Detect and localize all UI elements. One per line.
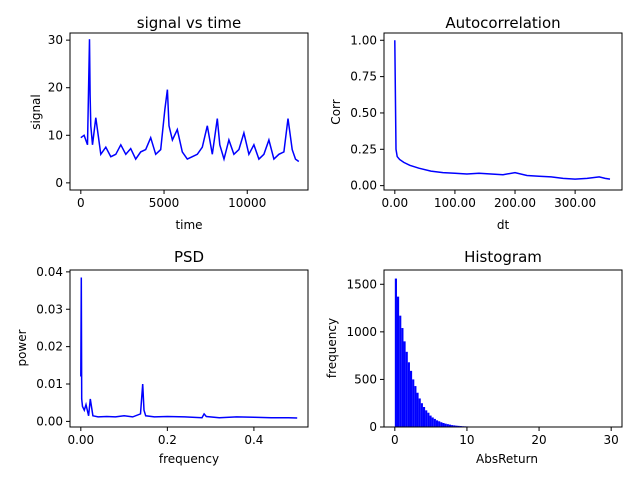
histogram-bar [418, 398, 421, 427]
histogram-bar [399, 315, 402, 427]
signal-ytick-label: 20 [48, 81, 63, 95]
panel-psd: PSD frequency power 0.00 0.2 0.4 0.00 0.01 0.… [15, 248, 309, 466]
autocorr-ytick-label: 0.25 [350, 142, 377, 156]
signal-xtick-label: 10000 [228, 196, 266, 210]
panel-psd-xlabel: frequency [159, 452, 219, 466]
autocorr-ytick-label: 1.00 [350, 33, 377, 47]
psd-xtick-label: 0.00 [67, 433, 94, 447]
autocorr-ytick-label: 0.75 [350, 70, 377, 84]
psd-ytick-label: 0.01 [36, 377, 63, 391]
panel-autocorrelation-title: Autocorrelation [445, 14, 560, 32]
panel-signal-xlabel: time [175, 218, 202, 232]
histogram-bar [433, 418, 436, 427]
panel-signal-ylabel: signal [29, 94, 43, 130]
histogram-ytick-label: 500 [354, 372, 377, 386]
histogram-bar [440, 422, 443, 427]
histogram-bar [435, 420, 439, 427]
psd-ytick-label: 0.03 [36, 302, 63, 316]
histogram-bar [405, 351, 408, 427]
histogram-bar [396, 296, 400, 427]
histogram-xtick-label: 30 [604, 433, 619, 447]
histogram-ytick-label: 0 [369, 420, 377, 434]
panel-signal-title: signal vs time [137, 14, 242, 32]
histogram-bar [403, 341, 406, 427]
panel-autocorrelation: Autocorrelation dt Corr 0.00 100.00 200.00… [329, 14, 623, 232]
histogram-bar [451, 425, 454, 427]
panel-autocorrelation-ylabel: Corr [329, 99, 343, 124]
panel-histogram: Histogram AbsReturn frequency 0 10 20 30 0 50… [325, 248, 623, 466]
histogram-bar [401, 328, 404, 427]
histogram-bar [412, 379, 415, 427]
signal-series-line-0 [80, 39, 300, 163]
histogram-bar [431, 417, 434, 427]
histogram-bar [425, 410, 428, 427]
psd-xtick-label: 0.2 [158, 433, 177, 447]
signal-xtick-label: 0 [77, 196, 85, 210]
histogram-xtick-label: 0 [391, 433, 399, 447]
histogram-xtick-label: 20 [531, 433, 546, 447]
autocorr-axes-frame [383, 32, 623, 191]
histogram-bar [414, 386, 417, 427]
autocorr-xtick-label: 200.00 [494, 196, 536, 210]
autocorr-xtick-label: 0.00 [381, 196, 408, 210]
signal-axes-frame [69, 32, 309, 191]
autocorr-xtick-label: 300.00 [554, 196, 596, 210]
histogram-bar [394, 278, 397, 427]
psd-ytick-label: 0.02 [36, 340, 63, 354]
histogram-bar [442, 423, 445, 427]
autocorr-ytick-label: 0.50 [350, 106, 377, 120]
autocorr-series-line-0 [394, 40, 611, 180]
histogram-bar [409, 370, 413, 427]
signal-ytick-label: 0 [55, 176, 63, 190]
panel-histogram-xlabel: AbsReturn [476, 452, 538, 466]
histogram-xtick-label: 10 [459, 433, 474, 447]
histogram-bar [416, 392, 419, 427]
histogram-bar [429, 415, 432, 427]
histogram-bar [427, 412, 430, 427]
signal-ytick-label: 30 [48, 33, 63, 47]
histogram-axes-frame [383, 269, 623, 428]
panel-signal: signal vs time time signal 0 5000 10000 0 10… [29, 14, 309, 232]
histogram-bar [448, 424, 452, 427]
panel-histogram-ylabel: frequency [325, 318, 339, 378]
autocorr-ytick-label: 0.00 [350, 179, 377, 193]
histogram-bar [455, 425, 458, 427]
histogram-bar [457, 425, 460, 427]
signal-ytick-label: 10 [48, 128, 63, 142]
histogram-bar [438, 421, 441, 427]
psd-ytick-label: 0.00 [36, 414, 63, 428]
autocorr-xtick-label: 100.00 [434, 196, 476, 210]
psd-axes-frame [69, 269, 309, 428]
psd-xtick-label: 0.4 [244, 433, 263, 447]
histogram-bar [453, 425, 456, 427]
signal-xtick-label: 5000 [149, 196, 180, 210]
histogram-bar [444, 423, 447, 427]
panel-psd-ylabel: power [15, 329, 29, 366]
panel-histogram-title: Histogram [464, 248, 542, 266]
histogram-bar [407, 362, 410, 427]
histogram-bar [446, 424, 449, 427]
panel-psd-title: PSD [174, 248, 204, 266]
histogram-ytick-label: 1500 [346, 277, 377, 291]
histogram-bar [422, 407, 426, 427]
psd-series-line-0 [80, 277, 298, 419]
histogram-ytick-label: 1000 [346, 325, 377, 339]
panel-autocorrelation-xlabel: dt [497, 218, 510, 232]
histogram-bar [420, 403, 423, 427]
psd-ytick-label: 0.04 [36, 265, 63, 279]
